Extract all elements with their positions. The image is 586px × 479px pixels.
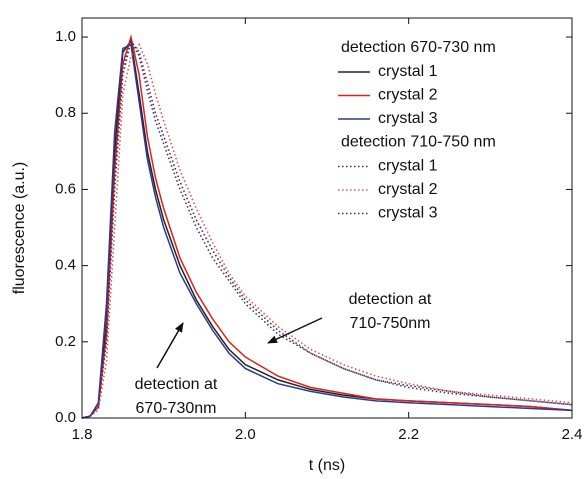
annotation: 670-730nm [136, 400, 217, 417]
series-line [81, 38, 573, 419]
legend-label: crystal 1 [378, 158, 438, 175]
annotation: detection at [349, 291, 432, 308]
annotation-arrow [267, 317, 323, 344]
x-tick-label: 1.8 [72, 426, 93, 443]
y-tick-label: 0.2 [55, 333, 76, 350]
legend-title: detection 670-730 nm [341, 39, 496, 56]
legend-label: crystal 3 [378, 110, 438, 127]
x-tick-label: 2.0 [235, 426, 256, 443]
x-tick-label: 2.4 [562, 426, 583, 443]
series-line [81, 34, 573, 419]
series-line [81, 43, 573, 419]
annotation: detection at [135, 376, 218, 393]
legend-label: crystal 1 [378, 63, 438, 80]
legend: detection 670-730 nm crystal 1 crystal 2 cr… [338, 39, 496, 222]
series-line [81, 43, 573, 419]
y-tick-label: 0.0 [55, 409, 76, 426]
x-axis-title: t (ns) [309, 457, 345, 474]
y-axis-title: fluorescence (a.u.) [11, 162, 28, 295]
legend-title: detection 710-750 nm [341, 134, 496, 151]
annotation-arrow [156, 322, 184, 369]
series-line [81, 38, 573, 419]
x-tick-label: 2.2 [398, 426, 419, 443]
annotation: 710-750nm [350, 315, 431, 332]
y-tick-label: 0.6 [55, 180, 76, 197]
y-tick-label: 1.0 [55, 28, 76, 45]
legend-label: crystal 2 [378, 181, 438, 198]
legend-label: crystal 2 [378, 87, 438, 104]
y-tick-label: 0.4 [55, 257, 76, 274]
y-tick-label: 0.8 [55, 104, 76, 121]
plot-frame [81, 17, 573, 419]
legend-label: crystal 3 [378, 205, 438, 222]
